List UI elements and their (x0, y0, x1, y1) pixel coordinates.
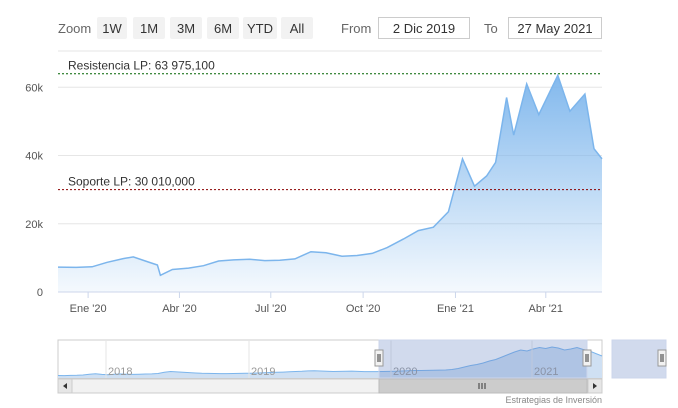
zoom-label: Zoom (58, 21, 92, 36)
navigator-year-label: 2021 (534, 366, 558, 378)
y-tick-label: 60k (25, 82, 43, 94)
navigator-scrollbar[interactable] (57, 378, 603, 394)
arrow-left-icon (63, 383, 67, 389)
x-tick-label: Oct '20 (346, 303, 381, 315)
annotation-label: Soporte LP: 30 010,000 (68, 175, 195, 189)
x-tick-label: Ene '21 (437, 303, 474, 315)
annotations: Resistencia LP: 63 975,100 Soporte LP: 30… (58, 59, 602, 191)
navigator-right-handle[interactable] (582, 349, 592, 367)
navigator-area (58, 347, 602, 378)
navigator-year-label: 2020 (393, 366, 417, 378)
x-tick-label: Abr '20 (162, 303, 197, 315)
navigator-left-handle[interactable] (374, 349, 384, 367)
to-date-input[interactable]: 27 May 2021 (508, 17, 602, 39)
x-tick-label: Ene '20 (70, 303, 107, 315)
zoom-1m-button[interactable]: 1M (133, 17, 165, 39)
from-date-input[interactable]: 2 Dic 2019 (378, 17, 470, 39)
zoom-6m-button[interactable]: 6M (207, 17, 239, 39)
price-area (58, 75, 602, 293)
y-axis: 0 20k 40k 60k (25, 82, 43, 299)
handle-body[interactable] (582, 349, 592, 367)
navigator-year-label: 2018 (108, 366, 132, 378)
from-label: From (341, 21, 372, 36)
y-tick-label: 40k (25, 151, 43, 163)
handle-body[interactable] (374, 349, 384, 367)
navigator-year-label: 2019 (251, 366, 275, 378)
scrollbar-thumb[interactable] (378, 378, 588, 394)
arrow-right-icon (593, 383, 597, 389)
range-selector: Zoom 1W 1M 3M 6M YTD All From 2 Dic 2019… (0, 0, 678, 50)
navigator-overflow-selection (611, 339, 667, 379)
x-tick-label: Abr '21 (529, 303, 564, 315)
navigator-line (57, 346, 603, 377)
x-axis: Ene '20 Abr '20 Jul '20 Oct '20 Ene '21 Abr '… (58, 291, 602, 315)
zoom-1w-button[interactable]: 1W (97, 17, 127, 39)
price-line (57, 73, 603, 277)
y-tick-label: 20k (25, 219, 43, 231)
navigator-selection[interactable] (378, 339, 588, 379)
annotation-label: Resistencia LP: 63 975,100 (68, 59, 215, 73)
zoom-ytd-button[interactable]: YTD (243, 17, 277, 39)
navigator[interactable]: 2018 2019 2020 2021 (57, 339, 667, 394)
navigator-overflow-handle[interactable] (657, 349, 667, 367)
credit-text: Estrategias de Inversión (505, 395, 602, 405)
zoom-all-button[interactable]: All (281, 17, 313, 39)
handle-body[interactable] (657, 349, 667, 367)
zoom-3m-button[interactable]: 3M (170, 17, 202, 39)
x-tick-label: Jul '20 (255, 303, 286, 315)
y-tick-label: 0 (37, 287, 43, 299)
to-label: To (484, 21, 498, 36)
